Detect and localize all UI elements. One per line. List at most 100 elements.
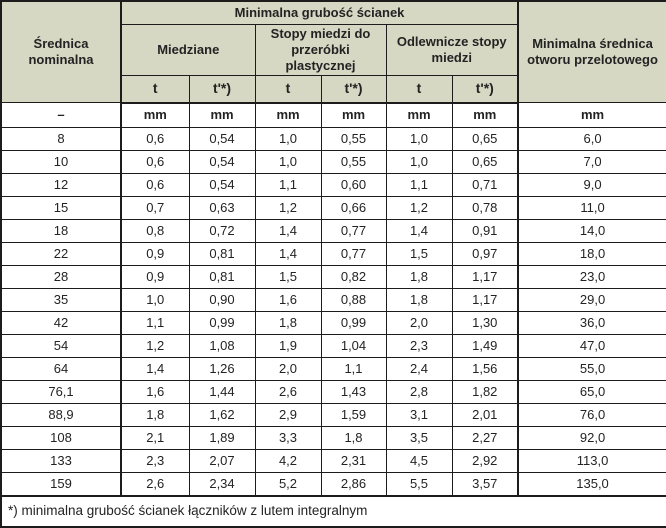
thickness-value-cell: 1,4: [120, 357, 190, 382]
nominal-diameter-cell: 8: [0, 127, 122, 152]
thickness-value-cell: 1,9: [254, 334, 322, 359]
thickness-value-cell: 0,54: [188, 127, 256, 152]
table-row: 88,9 1,8 1,62 2,9 1,59 3,1 2,01 76,0: [0, 403, 666, 428]
units-cell: mm: [385, 102, 453, 129]
thickness-value-cell: 0,77: [320, 219, 387, 244]
thickness-value-cell: 1,17: [451, 288, 519, 313]
hole-diameter-cell: 9,0: [517, 173, 666, 198]
units-row: – mm mm mm mm mm mm mm: [0, 102, 666, 129]
thickness-value-cell: 1,62: [188, 403, 256, 428]
header-cast-copper-alloys: Odlewnicze stopy miedzi: [385, 23, 519, 77]
nominal-diameter-cell: 12: [0, 173, 122, 198]
thickness-value-cell: 2,31: [320, 449, 387, 474]
thickness-value-cell: 1,17: [451, 265, 519, 290]
table-row: 12 0,6 0,54 1,1 0,60 1,1 0,71 9,0: [0, 173, 666, 198]
hole-diameter-cell: 65,0: [517, 380, 666, 405]
thickness-value-cell: 0,8: [120, 219, 190, 244]
hole-diameter-cell: 11,0: [517, 196, 666, 221]
table-row: 159 2,6 2,34 5,2 2,86 5,5 3,57 135,0: [0, 472, 666, 497]
thickness-value-cell: 1,1: [120, 311, 190, 336]
hole-diameter-cell: 7,0: [517, 150, 666, 175]
header-nominal-diameter: Średnica nominalna: [0, 0, 122, 104]
thickness-value-cell: 2,3: [120, 449, 190, 474]
nominal-diameter-cell: 54: [0, 334, 122, 359]
thickness-value-cell: 5,2: [254, 472, 322, 497]
thickness-value-cell: 2,34: [188, 472, 256, 497]
table-row: 108 2,1 1,89 3,3 1,8 3,5 2,27 92,0: [0, 426, 666, 451]
thickness-value-cell: 1,0: [385, 127, 453, 152]
thickness-value-cell: 0,55: [320, 150, 387, 175]
header-copper: Miedziane: [120, 23, 256, 77]
thickness-value-cell: 2,1: [120, 426, 190, 451]
header-t-star-wrought: t'*): [320, 75, 387, 104]
table-row: 76,1 1,6 1,44 2,6 1,43 2,8 1,82 65,0: [0, 380, 666, 405]
header-row-material-groups: Miedziane Stopy miedzi do przeróbki plas…: [1, 23, 666, 77]
thickness-value-cell: 0,63: [188, 196, 256, 221]
thickness-value-cell: 0,6: [120, 150, 190, 175]
thickness-value-cell: 1,1: [320, 357, 387, 382]
table-row: 15 0,7 0,63 1,2 0,66 1,2 0,78 11,0: [0, 196, 666, 221]
thickness-value-cell: 1,2: [120, 334, 190, 359]
hole-diameter-cell: 135,0: [517, 472, 666, 497]
header-t-cast: t: [385, 75, 453, 104]
table-row: 8 0,6 0,54 1,0 0,55 1,0 0,65 6,0: [0, 127, 666, 152]
table-footer: *) minimalna grubość ścianek łączników z…: [0, 494, 666, 528]
hole-diameter-cell: 113,0: [517, 449, 666, 474]
thickness-value-cell: 0,91: [451, 219, 519, 244]
nominal-diameter-cell: 159: [0, 472, 122, 497]
thickness-value-cell: 1,1: [254, 173, 322, 198]
footnote-row: *) minimalna grubość ścianek łączników z…: [0, 494, 666, 528]
thickness-value-cell: 0,6: [120, 127, 190, 152]
table-row: 28 0,9 0,81 1,5 0,82 1,8 1,17 23,0: [0, 265, 666, 290]
header-row-sub-labels: t t'*) t t'*) t t'*): [1, 75, 666, 104]
thickness-value-cell: 2,0: [385, 311, 453, 336]
thickness-value-cell: 2,27: [451, 426, 519, 451]
nominal-diameter-cell: 35: [0, 288, 122, 313]
thickness-value-cell: 0,54: [188, 173, 256, 198]
thickness-value-cell: 0,90: [188, 288, 256, 313]
thickness-value-cell: 0,55: [320, 127, 387, 152]
table-row: 22 0,9 0,81 1,4 0,77 1,5 0,97 18,0: [0, 242, 666, 267]
thickness-value-cell: 5,5: [385, 472, 453, 497]
thickness-value-cell: 1,82: [451, 380, 519, 405]
thickness-value-cell: 1,8: [385, 265, 453, 290]
thickness-value-cell: 2,6: [120, 472, 190, 497]
thickness-value-cell: 2,86: [320, 472, 387, 497]
units-hole-cell: mm: [517, 102, 666, 129]
table-header: Średnica nominalna Minimalna grubość ści…: [0, 0, 666, 104]
table-row: 42 1,1 0,99 1,8 0,99 2,0 1,30 36,0: [0, 311, 666, 336]
thickness-value-cell: 3,5: [385, 426, 453, 451]
thickness-value-cell: 0,78: [451, 196, 519, 221]
thickness-value-cell: 1,1: [385, 173, 453, 198]
thickness-value-cell: 0,71: [451, 173, 519, 198]
hole-diameter-cell: 18,0: [517, 242, 666, 267]
table-row: 64 1,4 1,26 2,0 1,1 2,4 1,56 55,0: [0, 357, 666, 382]
hole-diameter-cell: 6,0: [517, 127, 666, 152]
thickness-value-cell: 1,2: [385, 196, 453, 221]
nominal-diameter-cell: 133: [0, 449, 122, 474]
header-row-groups-top: Średnica nominalna Minimalna grubość ści…: [0, 0, 666, 104]
table-body: – mm mm mm mm mm mm mm 8 0,6 0,54 1,0 0,55 1,…: [0, 102, 666, 497]
hole-diameter-cell: 23,0: [517, 265, 666, 290]
header-t-wrought: t: [254, 75, 322, 104]
thickness-value-cell: 0,54: [188, 150, 256, 175]
header-min-hole-diameter: Minimalna średnica otworu przelotowego: [517, 0, 666, 104]
thickness-value-cell: 2,3: [385, 334, 453, 359]
header-t-star-cast: t'*): [451, 75, 519, 104]
thickness-value-cell: 1,8: [320, 426, 387, 451]
thickness-value-cell: 0,72: [188, 219, 256, 244]
hole-diameter-cell: 36,0: [517, 311, 666, 336]
table-row: 35 1,0 0,90 1,6 0,88 1,8 1,17 29,0: [0, 288, 666, 313]
units-diameter-cell: –: [0, 102, 122, 129]
hole-diameter-cell: 14,0: [517, 219, 666, 244]
nominal-diameter-cell: 10: [0, 150, 122, 175]
thickness-value-cell: 2,6: [254, 380, 322, 405]
thickness-value-cell: 1,49: [451, 334, 519, 359]
hole-diameter-cell: 92,0: [517, 426, 666, 451]
header-wrought-copper-alloys: Stopy miedzi do przeróbki plastycznej: [254, 23, 387, 77]
thickness-value-cell: 0,66: [320, 196, 387, 221]
thickness-value-cell: 1,0: [254, 150, 322, 175]
nominal-diameter-cell: 64: [0, 357, 122, 382]
